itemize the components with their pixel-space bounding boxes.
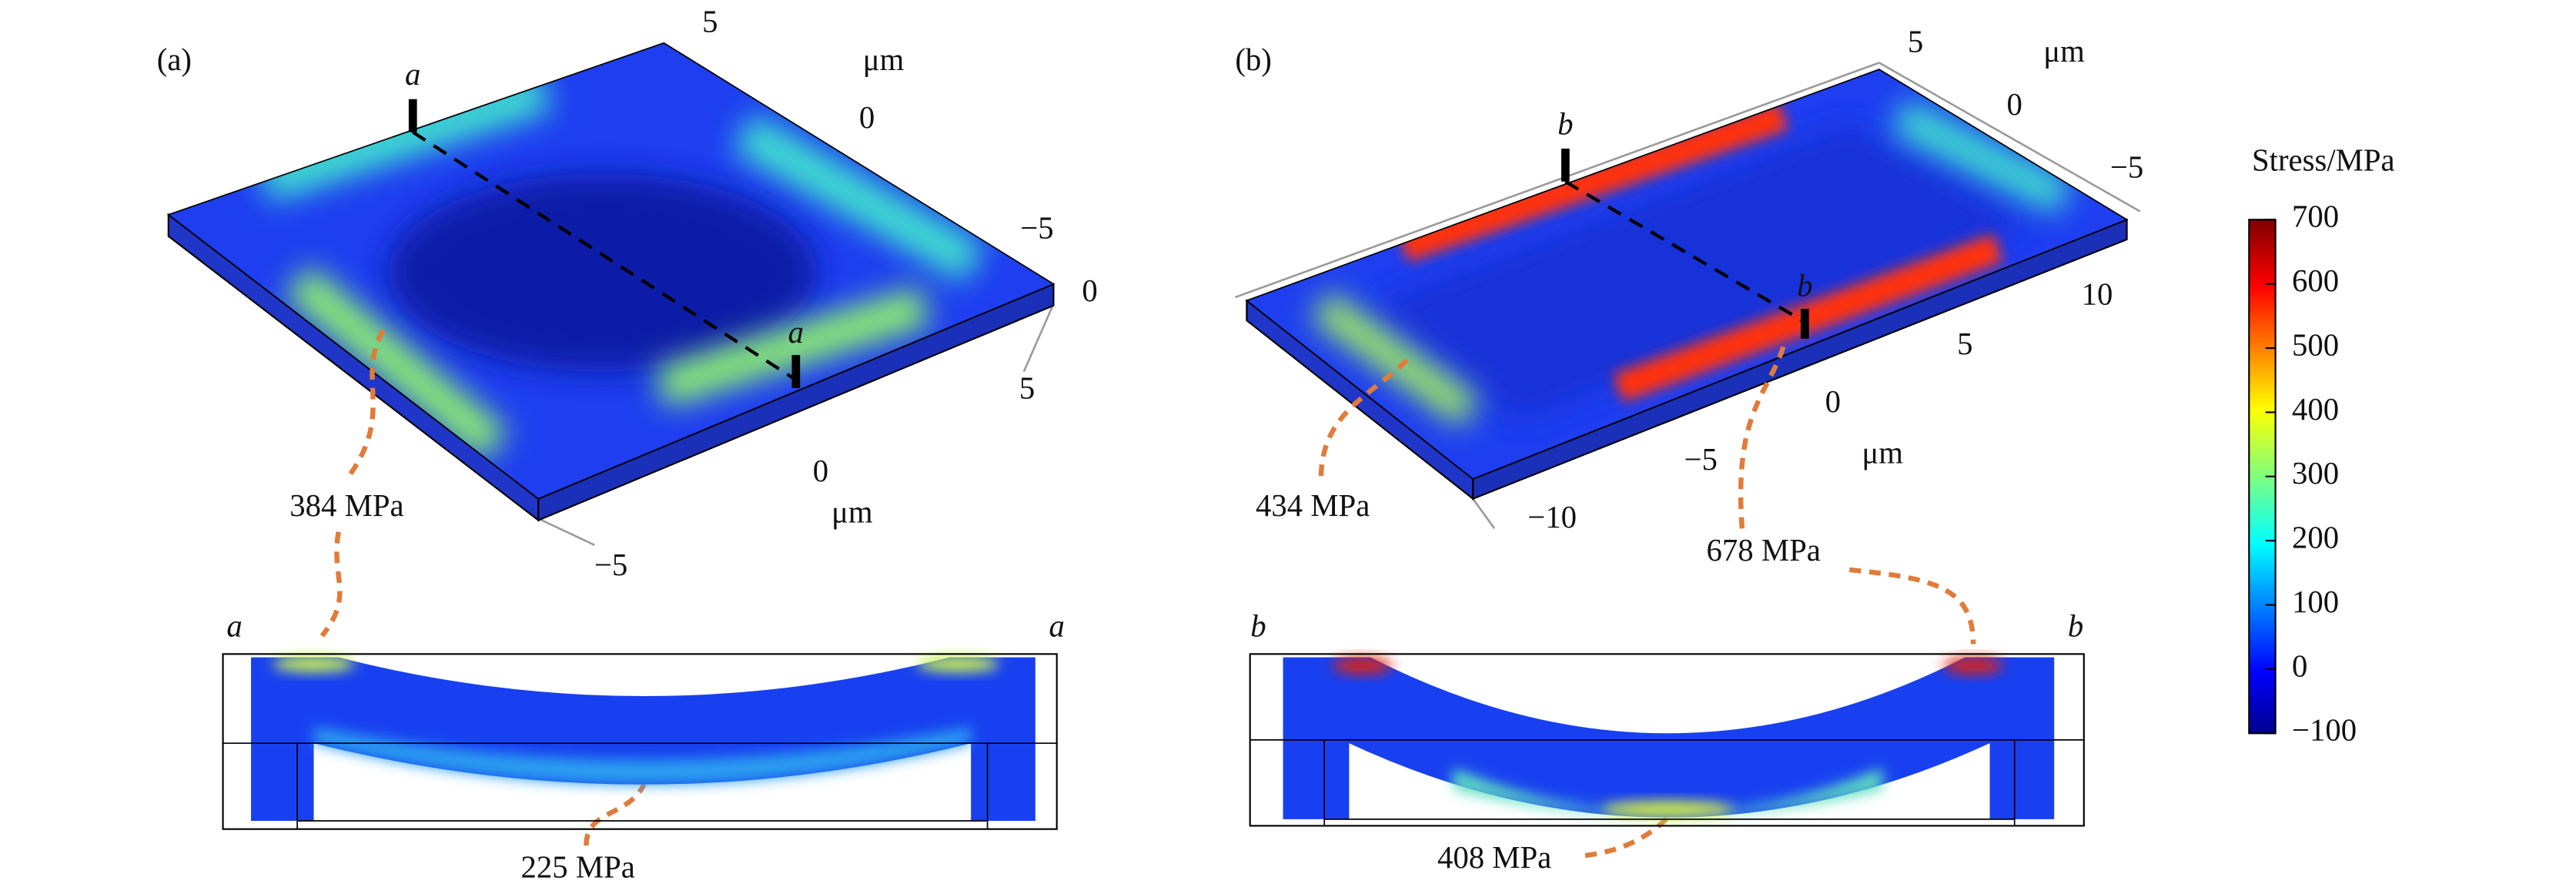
stress-map xyxy=(257,70,985,461)
colorbar-tick-label: 400 xyxy=(2292,392,2339,427)
colorbar-title: Stress/MPa xyxy=(2252,143,2395,178)
axis-label: −5 xyxy=(1684,442,1718,477)
colorbar-tick-label: −100 xyxy=(2292,713,2357,748)
axis-unit: μm xyxy=(2043,34,2085,69)
section-label: a xyxy=(788,315,804,350)
axis-line xyxy=(1022,303,1055,373)
annotation-arrow xyxy=(1738,346,1786,529)
axis-line xyxy=(1234,62,1880,299)
plate-edge xyxy=(1245,69,2129,480)
section-label: a xyxy=(1049,609,1065,644)
section-label: b xyxy=(1797,269,1812,303)
colorbar-tick-label: 100 xyxy=(2292,584,2339,619)
colorbar-tick-label: 700 xyxy=(2292,199,2339,234)
axis-label: 10 xyxy=(2082,276,2113,311)
high-stress xyxy=(1311,292,1480,427)
high-stress xyxy=(654,286,931,407)
axis-unit: μm xyxy=(1862,435,1903,470)
axis-label: 0 xyxy=(1825,384,1841,419)
axis-label: 0 xyxy=(1082,273,1097,308)
high-stress xyxy=(732,113,985,283)
plate-edge xyxy=(167,42,1055,500)
axis-label: 5 xyxy=(1019,371,1035,406)
section-stress xyxy=(1601,801,1735,818)
axis-label: −5 xyxy=(2110,149,2143,184)
low-stress xyxy=(1370,123,2032,421)
colorbar-tick-label: 300 xyxy=(2292,456,2339,491)
section-label: b xyxy=(1557,107,1573,142)
annotation-arrow xyxy=(1848,567,1976,645)
section-stress xyxy=(1453,768,1883,816)
axis-line xyxy=(1472,497,1496,530)
annotation-arrow xyxy=(1584,815,1670,859)
annotation-arrow xyxy=(584,783,647,846)
axis-label: −5 xyxy=(594,547,627,582)
annotation: 384 MPa xyxy=(289,488,403,523)
axis-label: 5 xyxy=(1908,24,1923,59)
slice-frame xyxy=(1250,739,2084,826)
panel-b: (b) b b μm μm 5 0 −5 10 5 0 −5 −10 434 M… xyxy=(1234,24,2143,875)
annotation-arrow xyxy=(319,531,343,638)
axis-label: 0 xyxy=(859,100,875,135)
high-stress xyxy=(1398,101,1788,262)
colorbar-tick-label: 600 xyxy=(2292,263,2339,298)
annotation: 678 MPa xyxy=(1707,533,1821,568)
section-slice xyxy=(1283,657,2055,819)
high-stress xyxy=(1891,99,2073,215)
section-stress xyxy=(1332,657,1393,675)
section-line xyxy=(412,130,798,382)
section-label: b xyxy=(1250,609,1266,644)
axis-unit: μm xyxy=(831,495,873,530)
annotation-arrow xyxy=(344,329,386,480)
high-stress xyxy=(257,70,552,203)
high-stress xyxy=(284,265,508,461)
axis-unit: μm xyxy=(863,42,905,77)
axis-label: −10 xyxy=(1527,500,1577,534)
panel-label: (b) xyxy=(1235,42,1272,77)
section-slice xyxy=(251,657,1035,821)
slice-frame xyxy=(222,653,1058,830)
section-label: a xyxy=(226,609,242,644)
section-stress xyxy=(272,655,356,672)
section-label: b xyxy=(2068,609,2083,644)
axis-label: 5 xyxy=(1957,326,1972,361)
axis-label: 0 xyxy=(813,454,828,488)
annotation: 434 MPa xyxy=(1256,488,1370,523)
axis-label: −5 xyxy=(1020,211,1053,246)
section-stress xyxy=(1943,657,2003,675)
section-label: a xyxy=(405,57,420,92)
section-stress xyxy=(313,726,972,785)
slice-frame xyxy=(222,742,1057,829)
colorbar-tick-label: 200 xyxy=(2292,521,2339,555)
axis-line xyxy=(1878,62,2141,213)
annotation: 408 MPa xyxy=(1437,840,1551,875)
section-stress xyxy=(916,655,999,672)
panel-label: (a) xyxy=(157,42,192,77)
colorbar-tick-label: 0 xyxy=(2292,648,2307,683)
colorbar-tick-label: 500 xyxy=(2292,327,2339,362)
annotation: 225 MPa xyxy=(521,850,635,885)
axis-line xyxy=(537,517,595,546)
axis-label: 0 xyxy=(2007,87,2022,122)
low-stress xyxy=(388,173,818,372)
section-line xyxy=(1564,180,1806,324)
axis-label: 5 xyxy=(702,5,718,39)
panel-a: (a) a a μm μm 5 0 −5 0 5 0 −5 384 MPa 22… xyxy=(157,5,1098,885)
colorbar: Stress/MPa 700 600 500 400 300 200 100 0 −100 xyxy=(2248,143,2395,748)
